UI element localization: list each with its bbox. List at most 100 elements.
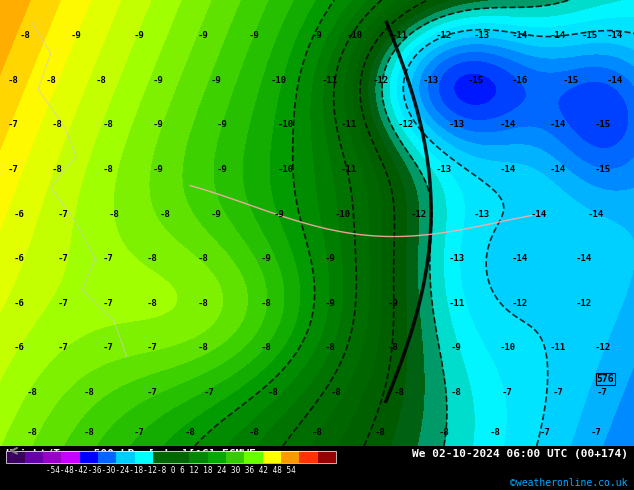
Text: -15: -15 [581,31,598,40]
Text: -12: -12 [372,76,389,85]
Text: -12: -12 [512,299,528,308]
Text: -7: -7 [103,343,113,352]
Text: -11: -11 [550,343,566,352]
Text: -9: -9 [210,210,221,219]
Text: -6: -6 [14,254,24,263]
Text: -7: -7 [502,388,512,397]
Text: -8: -8 [20,31,30,40]
Text: -14: -14 [550,121,566,129]
Text: -9: -9 [153,121,164,129]
Text: -8: -8 [489,428,500,437]
Text: -7: -7 [58,210,68,219]
Text: -10: -10 [271,76,287,85]
Text: -11: -11 [321,76,338,85]
Text: -7: -7 [103,254,113,263]
Text: -11: -11 [340,165,357,174]
Text: -13: -13 [436,165,452,174]
Text: -12: -12 [398,121,414,129]
Text: -14: -14 [512,254,528,263]
Text: -8: -8 [331,388,341,397]
Text: -15: -15 [467,76,484,85]
Text: -8: -8 [8,76,18,85]
Text: -8: -8 [439,428,449,437]
Text: -8: -8 [109,210,119,219]
Text: -9: -9 [217,121,227,129]
Text: -14: -14 [499,165,515,174]
Text: -12: -12 [436,31,452,40]
Text: -11: -11 [448,299,465,308]
Text: -12: -12 [410,210,427,219]
Text: -14: -14 [550,165,566,174]
Text: -14: -14 [588,210,604,219]
Text: -8: -8 [388,343,398,352]
Text: -12: -12 [594,343,611,352]
Text: -6: -6 [14,343,24,352]
Text: -14: -14 [499,121,515,129]
Text: -7: -7 [147,388,157,397]
Text: -13: -13 [448,121,465,129]
Text: -9: -9 [153,76,164,85]
Text: -9: -9 [388,299,398,308]
Text: -8: -8 [52,165,62,174]
Text: -11: -11 [340,121,357,129]
Text: ©weatheronline.co.uk: ©weatheronline.co.uk [510,478,628,489]
Text: -8: -8 [147,254,157,263]
Text: -7: -7 [540,428,550,437]
Text: -7: -7 [58,343,68,352]
Text: -8: -8 [27,388,37,397]
Text: -9: -9 [325,299,335,308]
Text: -8: -8 [160,210,170,219]
Text: -7: -7 [147,343,157,352]
Text: -8: -8 [103,121,113,129]
Text: -7: -7 [134,428,145,437]
Text: -8: -8 [198,254,208,263]
Text: -10: -10 [347,31,363,40]
Text: -11: -11 [391,31,408,40]
Text: -10: -10 [499,343,515,352]
Text: -7: -7 [8,121,18,129]
Text: -13: -13 [448,254,465,263]
Text: -7: -7 [553,388,563,397]
Text: -10: -10 [277,165,294,174]
Text: -7: -7 [204,388,214,397]
Text: -14: -14 [575,254,592,263]
Text: -8: -8 [198,343,208,352]
Text: -15: -15 [594,121,611,129]
Text: -6: -6 [14,210,24,219]
Text: -9: -9 [153,165,164,174]
Text: 576: 576 [597,374,614,384]
Text: -8: -8 [147,299,157,308]
Text: -6: -6 [14,299,24,308]
Text: -10: -10 [277,121,294,129]
Text: -9: -9 [249,31,259,40]
Text: -9: -9 [261,254,271,263]
Text: -8: -8 [52,121,62,129]
Text: -9: -9 [451,343,462,352]
Text: -8: -8 [46,76,56,85]
Text: -8: -8 [198,299,208,308]
Text: -9: -9 [134,31,145,40]
Text: -14: -14 [531,210,547,219]
Text: -14: -14 [607,31,623,40]
Text: -13: -13 [423,76,439,85]
Text: -9: -9 [325,254,335,263]
Text: -12: -12 [575,299,592,308]
Text: -8: -8 [394,388,404,397]
Text: -13: -13 [474,210,490,219]
Text: -8: -8 [325,343,335,352]
Text: We 02-10-2024 06:00 UTC (00+174): We 02-10-2024 06:00 UTC (00+174) [411,449,628,459]
Text: -8: -8 [451,388,462,397]
Text: -8: -8 [103,165,113,174]
Text: -7: -7 [597,388,607,397]
Text: -14: -14 [607,76,623,85]
Text: -7: -7 [103,299,113,308]
Text: -8: -8 [185,428,195,437]
Text: -54-48-42-36-30-24-18-12-8 0 6 12 18 24 30 36 42 48 54: -54-48-42-36-30-24-18-12-8 0 6 12 18 24 … [46,466,296,475]
Text: -7: -7 [591,428,601,437]
Text: -9: -9 [274,210,284,219]
Text: -8: -8 [84,388,94,397]
Text: -14: -14 [550,31,566,40]
Text: -13: -13 [474,31,490,40]
Text: -9: -9 [217,165,227,174]
Text: -8: -8 [249,428,259,437]
